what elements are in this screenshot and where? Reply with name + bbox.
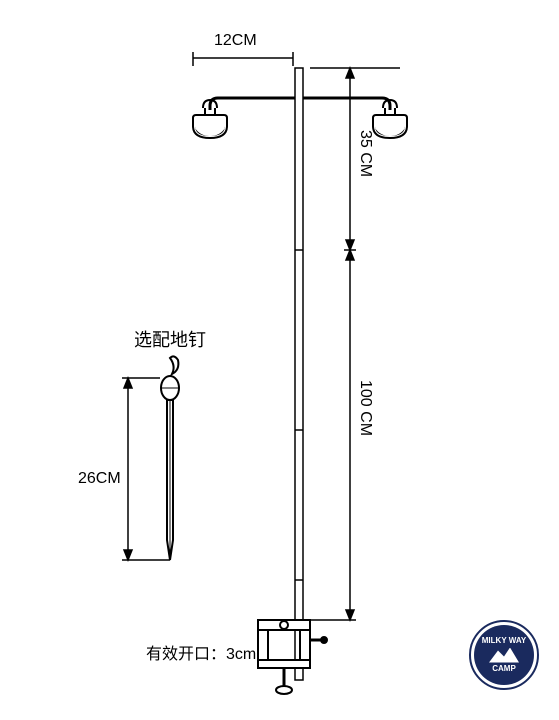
logo-line1: MILKY WAY [482, 637, 526, 646]
lower-height-label: 100 CM [356, 380, 374, 436]
mountain-icon [489, 648, 519, 663]
stake-title-label: 选配地钉 [134, 326, 206, 352]
upper-height-label: 35 CM [356, 130, 374, 177]
right-arm [303, 98, 390, 110]
stake-dimension-line [122, 378, 170, 560]
brand-logo: MILKY WAY CAMP [469, 620, 539, 690]
left-arm [210, 98, 295, 110]
stake-height-label: 26CM [78, 470, 121, 488]
top-width-dimension [193, 52, 293, 66]
opening-label: 有效开口：3cm [146, 640, 256, 664]
logo-line2: CAMP [492, 665, 516, 674]
top-width-label: 12CM [214, 32, 257, 50]
right-dimension-line [310, 68, 400, 620]
diagram-svg [0, 0, 559, 720]
clamp [258, 620, 327, 694]
ground-stake [161, 356, 179, 560]
main-pole [295, 68, 303, 680]
